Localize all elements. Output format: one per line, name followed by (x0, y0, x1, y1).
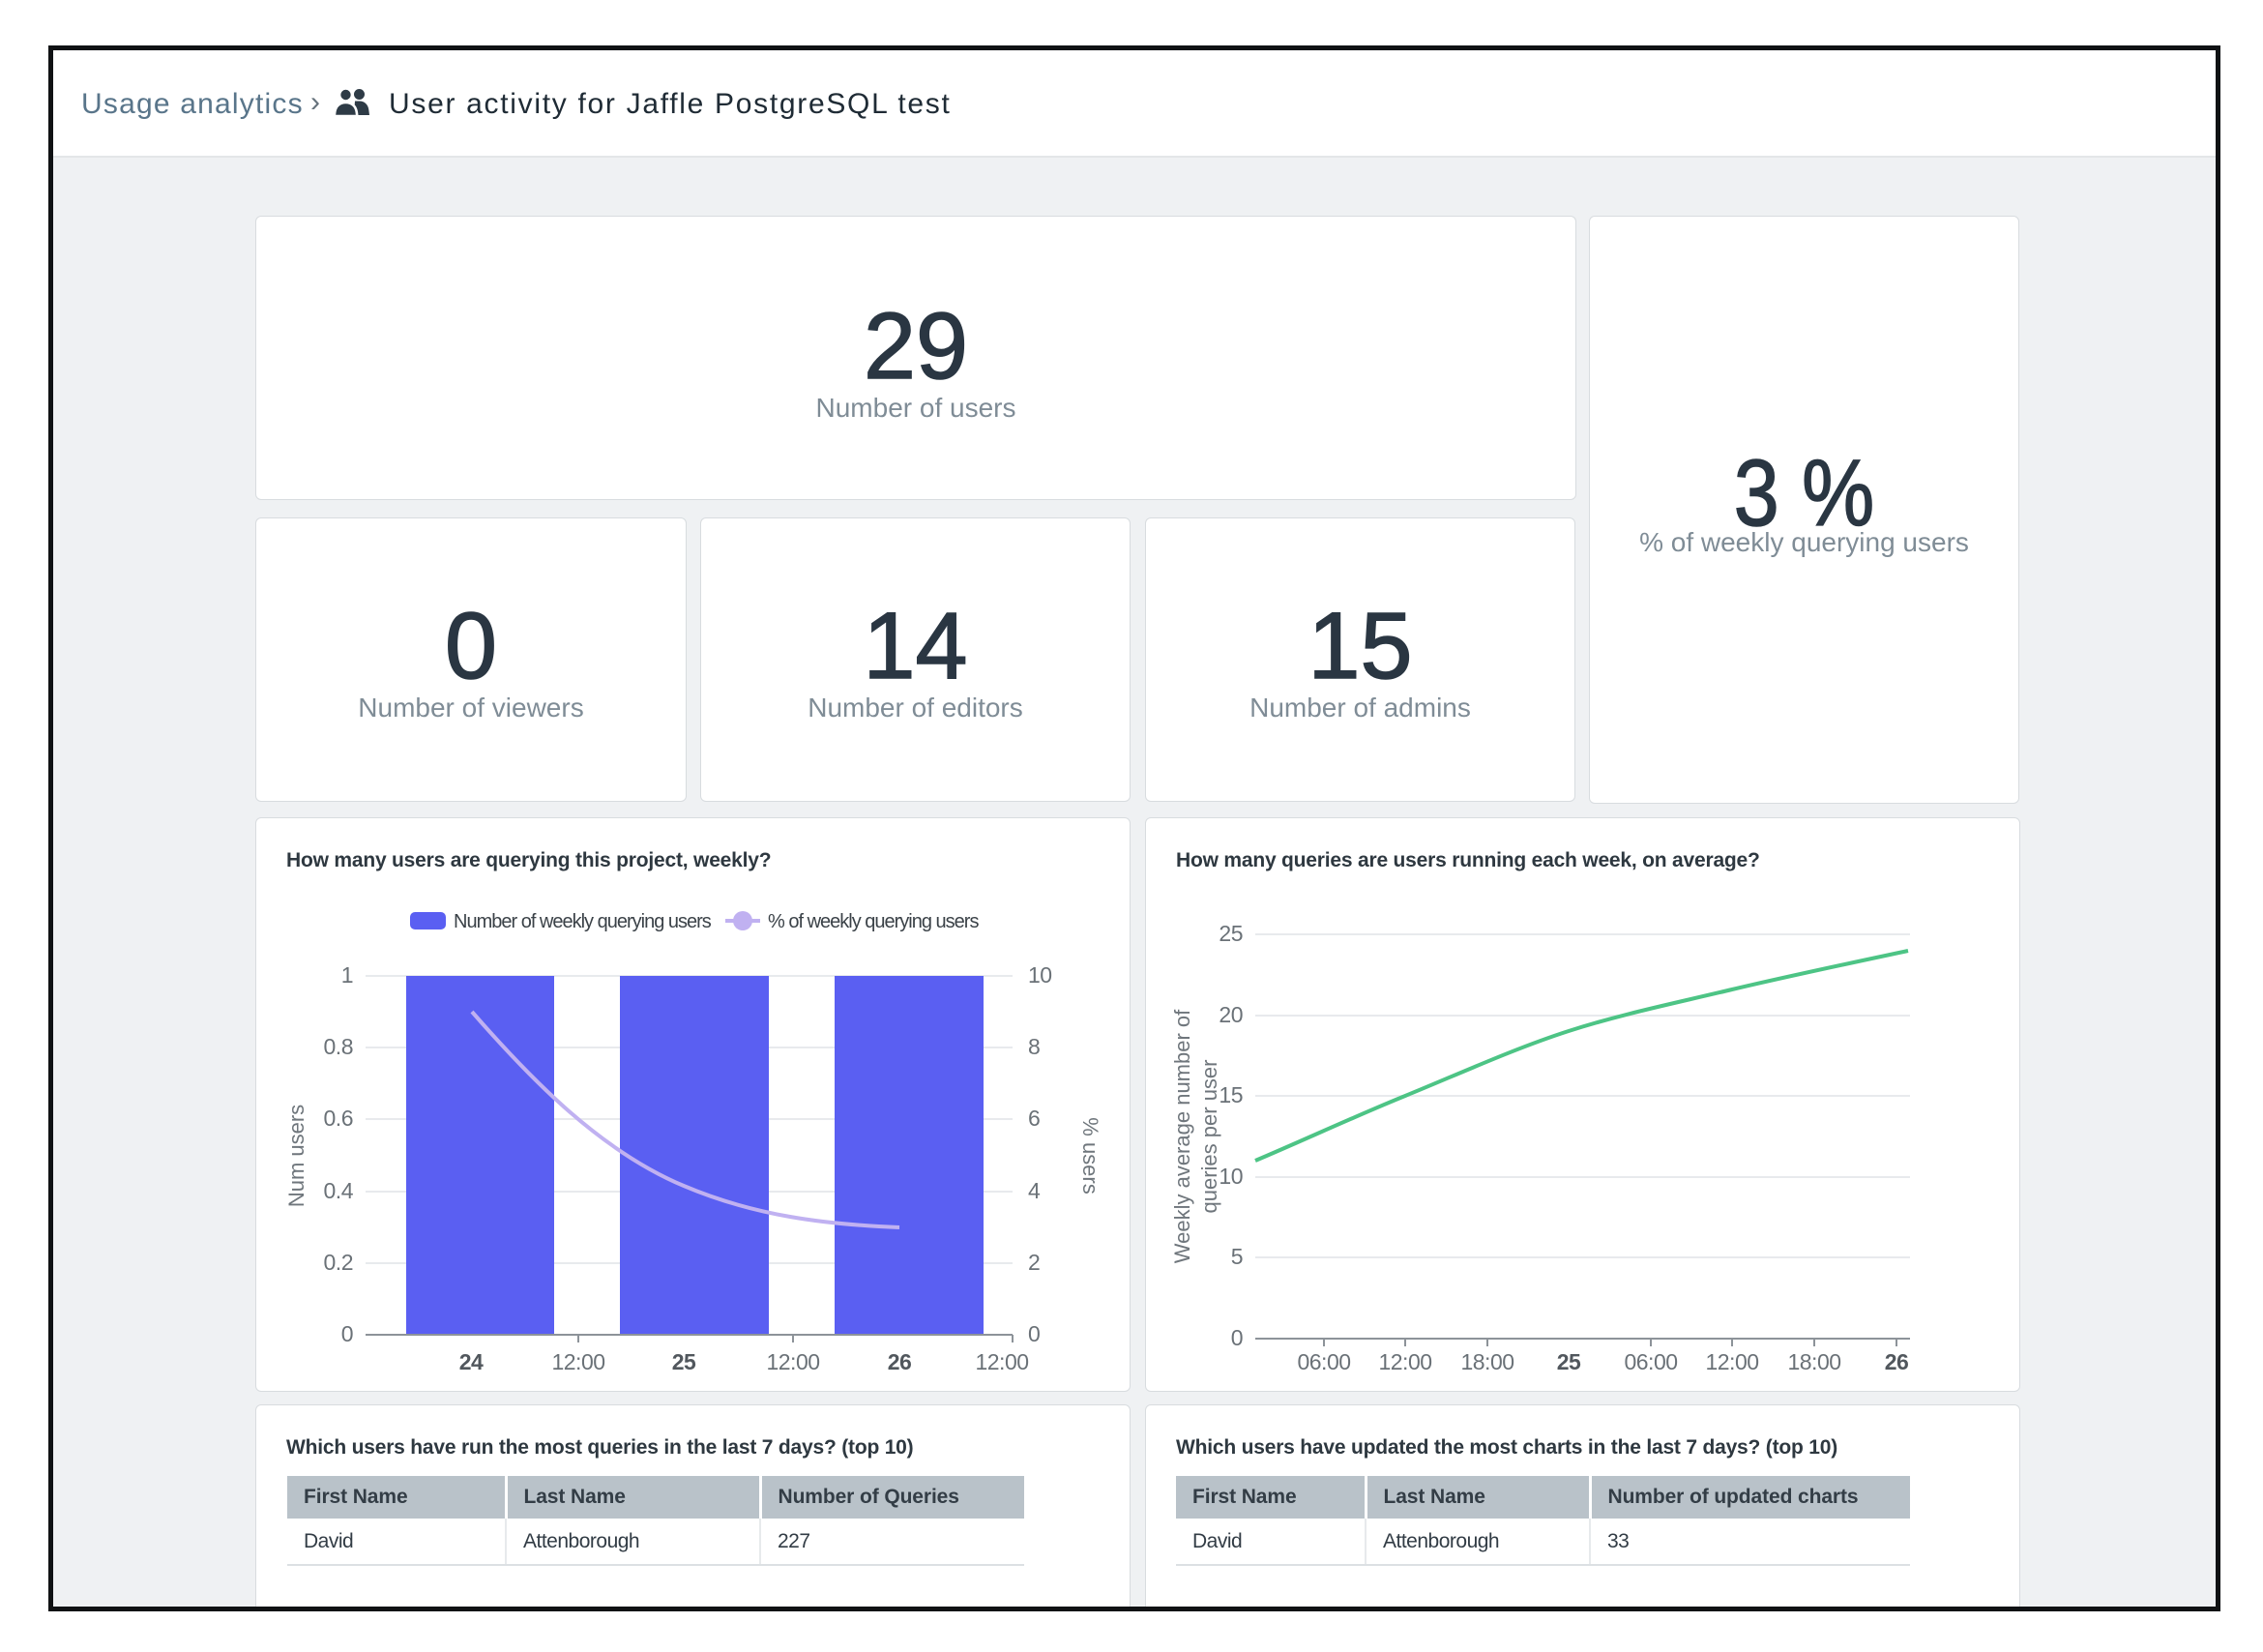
svg-text:12:00: 12:00 (1378, 1349, 1431, 1374)
svg-text:15: 15 (1219, 1082, 1243, 1107)
svg-text:0.6: 0.6 (324, 1106, 353, 1131)
svg-text:18:00: 18:00 (1787, 1349, 1840, 1374)
svg-text:0.2: 0.2 (324, 1250, 353, 1275)
svg-text:6: 6 (1028, 1106, 1040, 1131)
svg-text:0.8: 0.8 (324, 1034, 353, 1059)
svg-text:Weekly average number of: Weekly average number of (1170, 1009, 1194, 1263)
svg-text:5: 5 (1231, 1244, 1243, 1269)
svg-text:1: 1 (341, 962, 353, 988)
svg-text:0.4: 0.4 (324, 1178, 354, 1203)
svg-text:8: 8 (1028, 1034, 1040, 1059)
svg-text:2: 2 (1028, 1250, 1040, 1275)
svg-text:0: 0 (341, 1321, 353, 1346)
svg-text:06:00: 06:00 (1297, 1349, 1350, 1374)
svg-text:20: 20 (1219, 1002, 1243, 1027)
svg-text:% of weekly querying users: % of weekly querying users (768, 911, 979, 932)
svg-text:10: 10 (1028, 962, 1052, 988)
svg-text:26: 26 (888, 1349, 912, 1374)
svg-text:26: 26 (1885, 1349, 1909, 1374)
svg-text:queries per user: queries per user (1197, 1060, 1221, 1214)
svg-text:% users: % users (1078, 1117, 1102, 1194)
svg-text:25: 25 (1557, 1349, 1581, 1374)
svg-text:06:00: 06:00 (1624, 1349, 1677, 1374)
svg-text:12:00: 12:00 (975, 1349, 1028, 1374)
svg-text:25: 25 (1219, 921, 1243, 946)
svg-text:18:00: 18:00 (1460, 1349, 1514, 1374)
svg-text:25: 25 (672, 1349, 696, 1374)
svg-text:0: 0 (1028, 1321, 1040, 1346)
svg-text:12:00: 12:00 (1705, 1349, 1758, 1374)
svg-text:0: 0 (1231, 1325, 1243, 1350)
svg-text:Num users: Num users (284, 1105, 309, 1207)
svg-text:12:00: 12:00 (766, 1349, 819, 1374)
svg-text:24: 24 (459, 1349, 484, 1374)
svg-text:4: 4 (1028, 1178, 1041, 1203)
svg-text:10: 10 (1219, 1164, 1243, 1189)
svg-text:12:00: 12:00 (551, 1349, 604, 1374)
svg-text:Number of weekly querying user: Number of weekly querying users (454, 911, 712, 932)
